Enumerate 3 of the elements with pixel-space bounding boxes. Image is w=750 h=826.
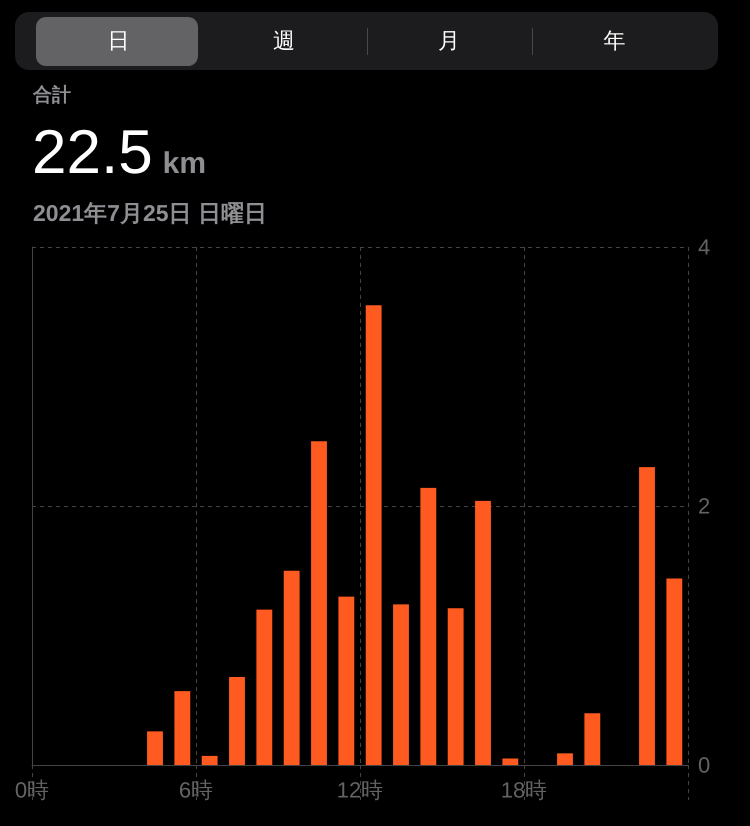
- y-tick-label: 2: [698, 494, 710, 518]
- y-tick-label: 0: [698, 752, 710, 778]
- y-tick-label: 4: [698, 234, 710, 260]
